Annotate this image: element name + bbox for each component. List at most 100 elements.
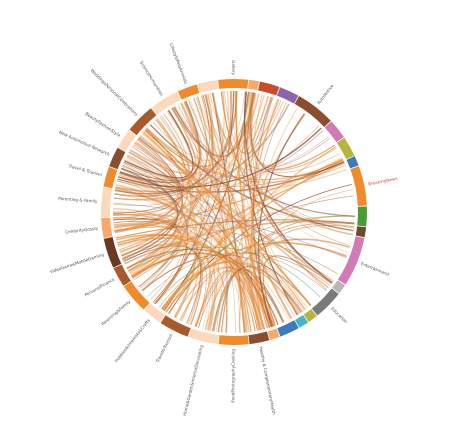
chord-link <box>180 103 236 333</box>
ring-segment[interactable] <box>324 121 344 143</box>
ring-segment[interactable] <box>113 264 131 286</box>
ring-segment[interactable] <box>267 328 280 341</box>
chord-link <box>184 101 245 333</box>
chord-link <box>243 91 333 284</box>
ring-segment[interactable] <box>123 281 150 310</box>
chord-link <box>132 136 329 177</box>
ring-segment[interactable] <box>177 84 200 100</box>
chord-link <box>246 92 273 154</box>
segment-label: PersonalFinance <box>84 276 116 297</box>
chord-link <box>189 99 219 331</box>
segment-label: AutoMotive <box>316 83 335 105</box>
ring-segment[interactable] <box>355 226 367 238</box>
ring-segment[interactable] <box>350 166 367 206</box>
segment-label: Home&Garden&InteriorDecorating <box>182 344 204 416</box>
chord-link <box>115 187 263 330</box>
chord-link <box>138 136 329 289</box>
chord-link <box>152 91 232 161</box>
ring-segment[interactable] <box>357 206 368 227</box>
ring-segment[interactable] <box>103 237 122 268</box>
ring-segment[interactable] <box>336 137 355 160</box>
chord-link <box>155 252 331 305</box>
ring-segment[interactable] <box>109 147 126 170</box>
segment-label: Education <box>330 306 349 324</box>
chord-ring <box>101 78 368 346</box>
ring-segment[interactable] <box>311 288 339 316</box>
segment-label: LifestylePetsAnimals <box>169 42 189 84</box>
chord-link <box>113 94 210 214</box>
segment-label: Parenting&Family <box>100 299 131 327</box>
segment-label: Parenting & Family <box>58 196 98 204</box>
segment-label: Travel & Tourism <box>67 163 103 177</box>
chord-link <box>251 99 279 330</box>
chord-link <box>117 237 256 332</box>
ring-segment[interactable] <box>197 80 219 93</box>
segment-label: Healthy & ComplementaryHealth <box>258 346 276 416</box>
chord-link <box>116 116 190 190</box>
chord-link <box>113 214 175 232</box>
ring-segment[interactable] <box>295 315 309 328</box>
segment-label: New Automotive Research <box>58 129 111 157</box>
chord-link <box>141 254 312 306</box>
ring-segment[interactable] <box>294 96 331 127</box>
chord-link <box>195 92 254 327</box>
chord-link <box>222 91 306 310</box>
chord-link <box>235 91 271 328</box>
ring-segment[interactable] <box>129 108 157 136</box>
chord-link <box>113 218 177 263</box>
chord-link <box>124 220 355 265</box>
ring-segment[interactable] <box>303 309 317 323</box>
chord-link <box>121 91 229 180</box>
chord-link <box>145 102 202 166</box>
ring-segment[interactable] <box>218 335 249 346</box>
chord-link <box>116 233 262 331</box>
chord-link <box>133 144 250 333</box>
chord-link <box>123 245 202 324</box>
ring-segment[interactable] <box>332 280 346 294</box>
chord-link <box>131 146 271 328</box>
chord-link <box>202 95 354 231</box>
chord-link <box>215 91 230 332</box>
chord-link <box>211 92 353 236</box>
ring-segment[interactable] <box>117 130 137 152</box>
ring-segment[interactable] <box>337 236 365 285</box>
segment-label: Gallery <box>231 60 236 75</box>
chord-link <box>123 161 334 282</box>
ring-segment[interactable] <box>248 331 270 345</box>
chord-link <box>173 106 355 217</box>
ring-segment[interactable] <box>103 166 118 189</box>
ring-segment[interactable] <box>188 328 219 344</box>
ring-segment[interactable] <box>276 87 299 104</box>
ring-segment[interactable] <box>248 79 260 91</box>
chord-link <box>193 97 228 333</box>
ring-segment[interactable] <box>277 320 299 337</box>
segment-label: ScienceHumanities <box>139 60 164 97</box>
chord-link <box>144 129 346 183</box>
chord-link <box>121 137 183 257</box>
chord-link <box>128 246 321 298</box>
chord-link <box>115 184 305 312</box>
segment-label: WeddingsPersonalCelebrations <box>90 68 139 117</box>
ring-segment[interactable] <box>258 81 280 96</box>
chord-link <box>131 103 200 278</box>
ring-segment[interactable] <box>101 217 113 239</box>
ring-segment[interactable] <box>144 303 165 323</box>
chord-link <box>195 96 292 320</box>
chord-link <box>119 118 189 253</box>
segment-label: Hobbies&Interests&Crafts <box>113 318 150 364</box>
ring-segment[interactable] <box>101 187 113 218</box>
ring-segment[interactable] <box>151 91 181 115</box>
chord-link <box>142 131 266 330</box>
ring-segment[interactable] <box>346 156 359 169</box>
ring-segment[interactable] <box>218 78 249 89</box>
chord-link <box>140 115 194 289</box>
segment-label: VideoGamesMobileGaming <box>49 252 105 274</box>
chord-link <box>120 167 179 260</box>
chord-link <box>173 106 261 331</box>
segment-label: BreakingNews <box>368 176 398 187</box>
chord-link <box>252 97 274 327</box>
segment-label: FoodPhotographyCooking <box>230 349 235 403</box>
ring-segment[interactable] <box>160 315 191 337</box>
chord-link <box>112 211 275 327</box>
chord-link <box>257 113 305 328</box>
